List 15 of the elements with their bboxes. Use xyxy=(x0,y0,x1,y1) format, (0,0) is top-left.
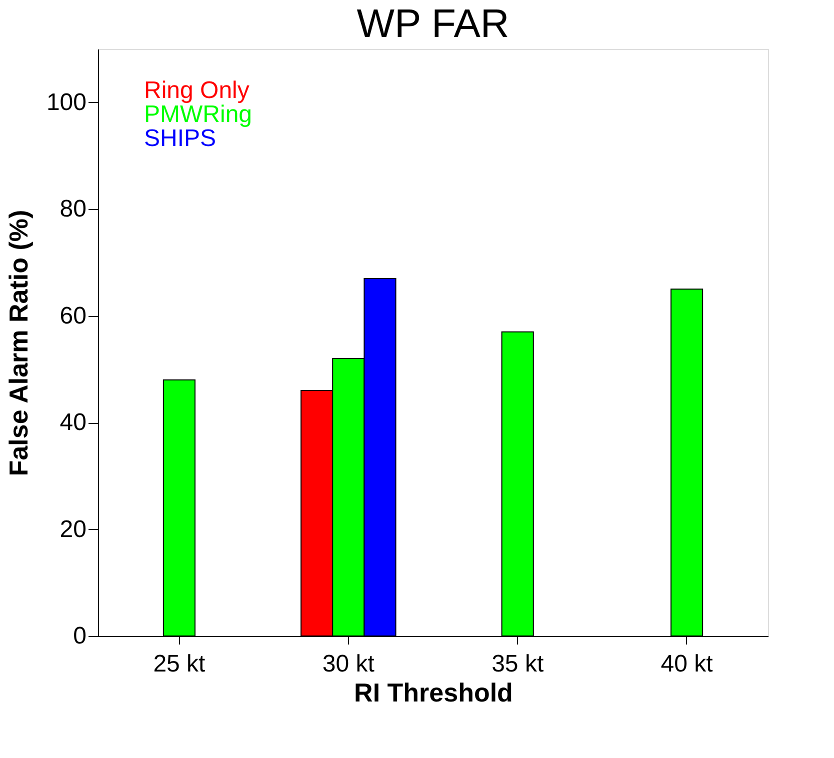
y-tick-label: 20 xyxy=(60,516,86,543)
text: SHIPS xyxy=(144,125,216,152)
x-tick-label: 30 kt xyxy=(322,650,375,678)
y-tick-label: 60 xyxy=(60,302,86,330)
x-tick-label: 25 kt xyxy=(153,650,206,678)
x-tick-label: 40 kt xyxy=(660,650,714,678)
y-tick-label: 0 xyxy=(73,622,86,650)
x-axis-title: RI Threshold xyxy=(354,678,513,708)
x-tick-label: 35 kt xyxy=(492,650,544,678)
y-axis-title: False Alarm Ratio (%) xyxy=(3,210,34,476)
y-tick-label: 40 xyxy=(60,409,86,436)
text: Ring Only xyxy=(144,77,250,104)
chart-title: WP FAR xyxy=(356,2,510,46)
y-tick-label: 100 xyxy=(46,88,86,116)
y-tick-label: 80 xyxy=(60,196,86,223)
